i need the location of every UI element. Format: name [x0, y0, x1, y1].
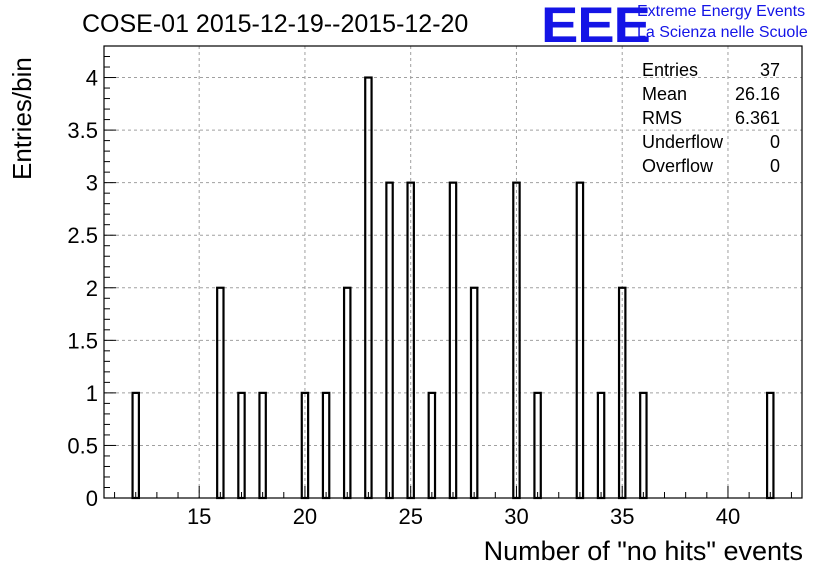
histogram-bar — [131, 391, 141, 500]
histogram-bar — [427, 391, 437, 500]
stats-label: Underflow — [642, 132, 724, 152]
histogram-bar — [512, 181, 521, 500]
histogram-bar — [385, 181, 394, 500]
chart-title: COSE-01 2015-12-19--2015-12-20 — [82, 10, 469, 38]
y-tick-label: 0 — [86, 486, 98, 511]
stats-value: 37 — [759, 60, 780, 80]
y-axis-label: Entries/bin — [7, 57, 37, 180]
eee-logo: EEE — [541, 0, 651, 53]
stats-label: Overflow — [642, 156, 714, 176]
stats-row-underflow: Underflow 0 — [636, 130, 780, 154]
histogram-bar — [533, 391, 542, 500]
histogram-bar — [617, 286, 627, 500]
stats-value: 0 — [769, 156, 780, 176]
logo-line-2: La Scienza nelle Scuole — [637, 24, 808, 41]
x-tick-label: 20 — [293, 504, 317, 529]
stats-row-mean: Mean 26.16 — [636, 82, 780, 106]
stats-value: 0 — [769, 132, 780, 152]
histogram-bar — [765, 391, 775, 500]
y-tick-label: 0.5 — [67, 433, 98, 458]
histogram-bar — [596, 391, 606, 500]
y-tick-label: 2.5 — [67, 223, 98, 248]
stats-value: 26.16 — [734, 84, 780, 104]
y-tick-label: 1.5 — [67, 328, 98, 353]
y-tick-label: 3 — [86, 171, 98, 196]
stats-label: RMS — [642, 108, 682, 128]
histogram-bar — [639, 391, 648, 500]
stats-row-overflow: Overflow 0 — [636, 154, 780, 178]
histogram-bar — [448, 181, 458, 500]
histogram-bar — [300, 391, 310, 500]
x-tick-label: 35 — [610, 504, 634, 529]
logo-line-1: Extreme Energy Events — [637, 3, 806, 20]
x-tick-label: 30 — [504, 504, 528, 529]
histogram-bar — [469, 286, 479, 500]
y-tick-label: 1 — [86, 381, 98, 406]
stats-label: Entries — [642, 60, 699, 80]
stats-label: Mean — [642, 84, 688, 104]
histogram-bar — [406, 181, 415, 500]
histogram-bar — [216, 286, 225, 500]
histogram-bar — [364, 76, 373, 500]
x-tick-label: 40 — [716, 504, 740, 529]
stats-value: 6.361 — [734, 108, 780, 128]
histogram-bar — [342, 286, 352, 500]
x-axis-label: Number of "no hits" events — [483, 536, 803, 566]
stats-row-rms: RMS 6.361 — [636, 106, 780, 130]
x-tick-label: 25 — [398, 504, 422, 529]
y-tick-label: 4 — [86, 66, 98, 91]
histogram-bar — [321, 391, 331, 500]
y-tick-label: 3.5 — [67, 118, 98, 143]
y-tick-label: 2 — [86, 276, 98, 301]
stats-row-entries: Entries 37 — [636, 58, 780, 82]
histogram-bar — [237, 391, 246, 500]
stats-box: Entries 37 Mean 26.16 RMS 6.361 Underflo… — [636, 58, 780, 178]
histogram-bar — [258, 391, 267, 500]
x-tick-label: 15 — [187, 504, 211, 529]
histogram-bar — [575, 181, 585, 500]
